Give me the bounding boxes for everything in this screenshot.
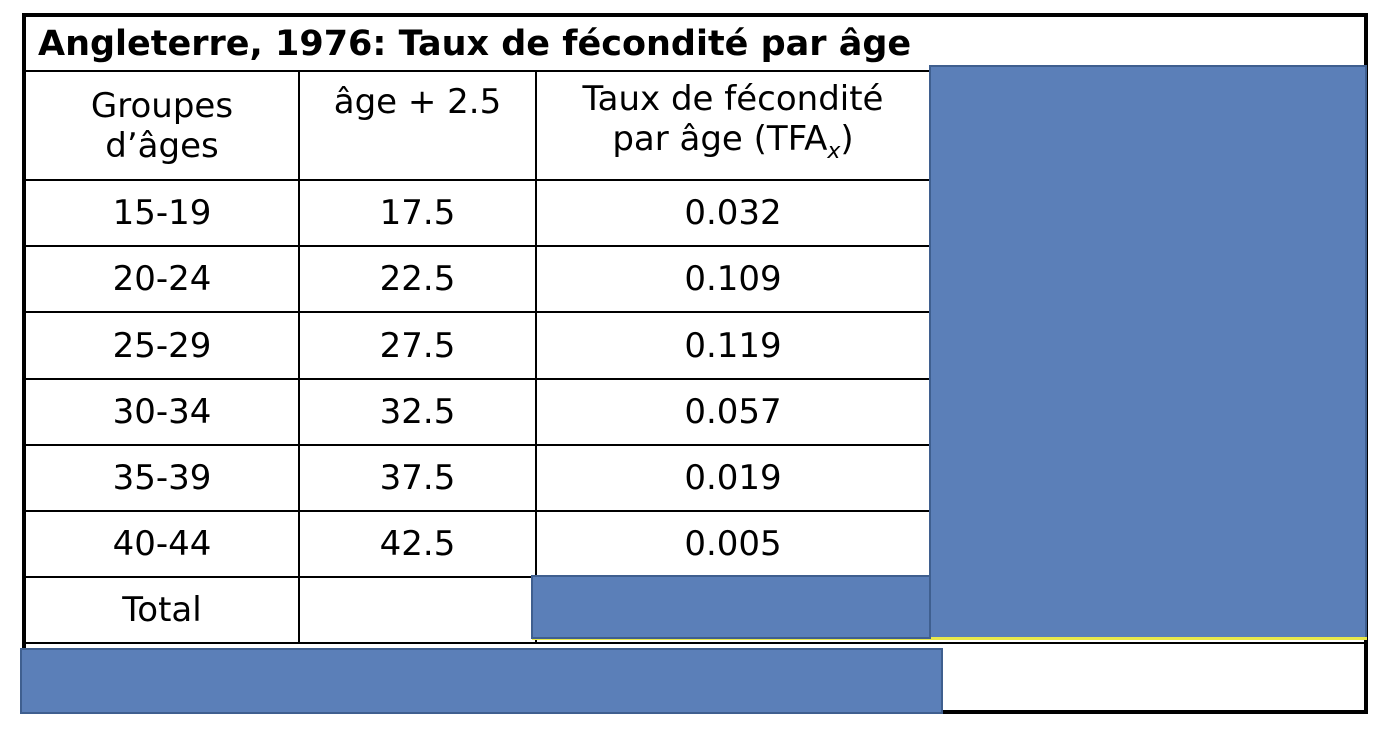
grid-line [22,179,930,181]
row-group: 25-29 [112,325,212,366]
grid-line [535,70,537,643]
row-rate: 0.019 [684,458,782,498]
row-mid: 32.5 [379,392,456,432]
header-rate-sub: par âge (TFAx) [612,119,853,172]
header-rate: Taux de fécondité par âge (TFAx) [537,72,929,179]
mask-edge [532,637,1367,640]
row-group: 35-39 [112,458,212,498]
row-rate: 0.032 [684,193,782,233]
header-rate-sub-index: x [827,138,841,164]
total-label: Total [122,590,202,630]
header-rate-main: Taux de fécondité [582,79,884,120]
row-mid: 22.5 [379,259,456,299]
right-mask-block [929,65,1367,640]
grid-line [22,245,930,247]
grid-line [22,444,930,446]
grid-line [22,70,930,72]
row-group: 20-24 [112,259,212,299]
row-mid: 17.5 [379,193,456,233]
grid-line [22,378,930,380]
header-rate-sub-suffix: ) [840,119,854,160]
row-mid: 42.5 [379,524,456,564]
row-group: 40-44 [112,524,212,564]
table-title: Angleterre, 1976: Taux de fécondité par … [38,24,912,64]
row-mid: 37.5 [379,458,456,498]
header-rate-sub-prefix: par âge (TFA [612,119,828,160]
row-mid: 27.5 [379,325,456,366]
row-rate: 0.057 [684,392,782,432]
grid-line [22,311,930,313]
row-rate: 0.119 [684,325,782,366]
row-group: 15-19 [112,193,212,233]
row-rate: 0.005 [684,524,782,564]
header-age-mid-text: âge + 2.5 [333,82,502,122]
grid-line [298,70,300,643]
header-age-group-text: Groupes d’âges [90,85,234,166]
row-rate: 0.109 [684,259,782,299]
header-age-mid: âge + 2.5 [300,72,535,132]
bottom-mask-block [20,648,943,714]
header-age-group: Groupes d’âges [26,72,298,179]
grid-line [22,576,532,578]
total-mask-block [531,575,931,639]
row-group: 30-34 [112,392,212,432]
grid-line [22,642,1368,644]
grid-line [22,510,930,512]
